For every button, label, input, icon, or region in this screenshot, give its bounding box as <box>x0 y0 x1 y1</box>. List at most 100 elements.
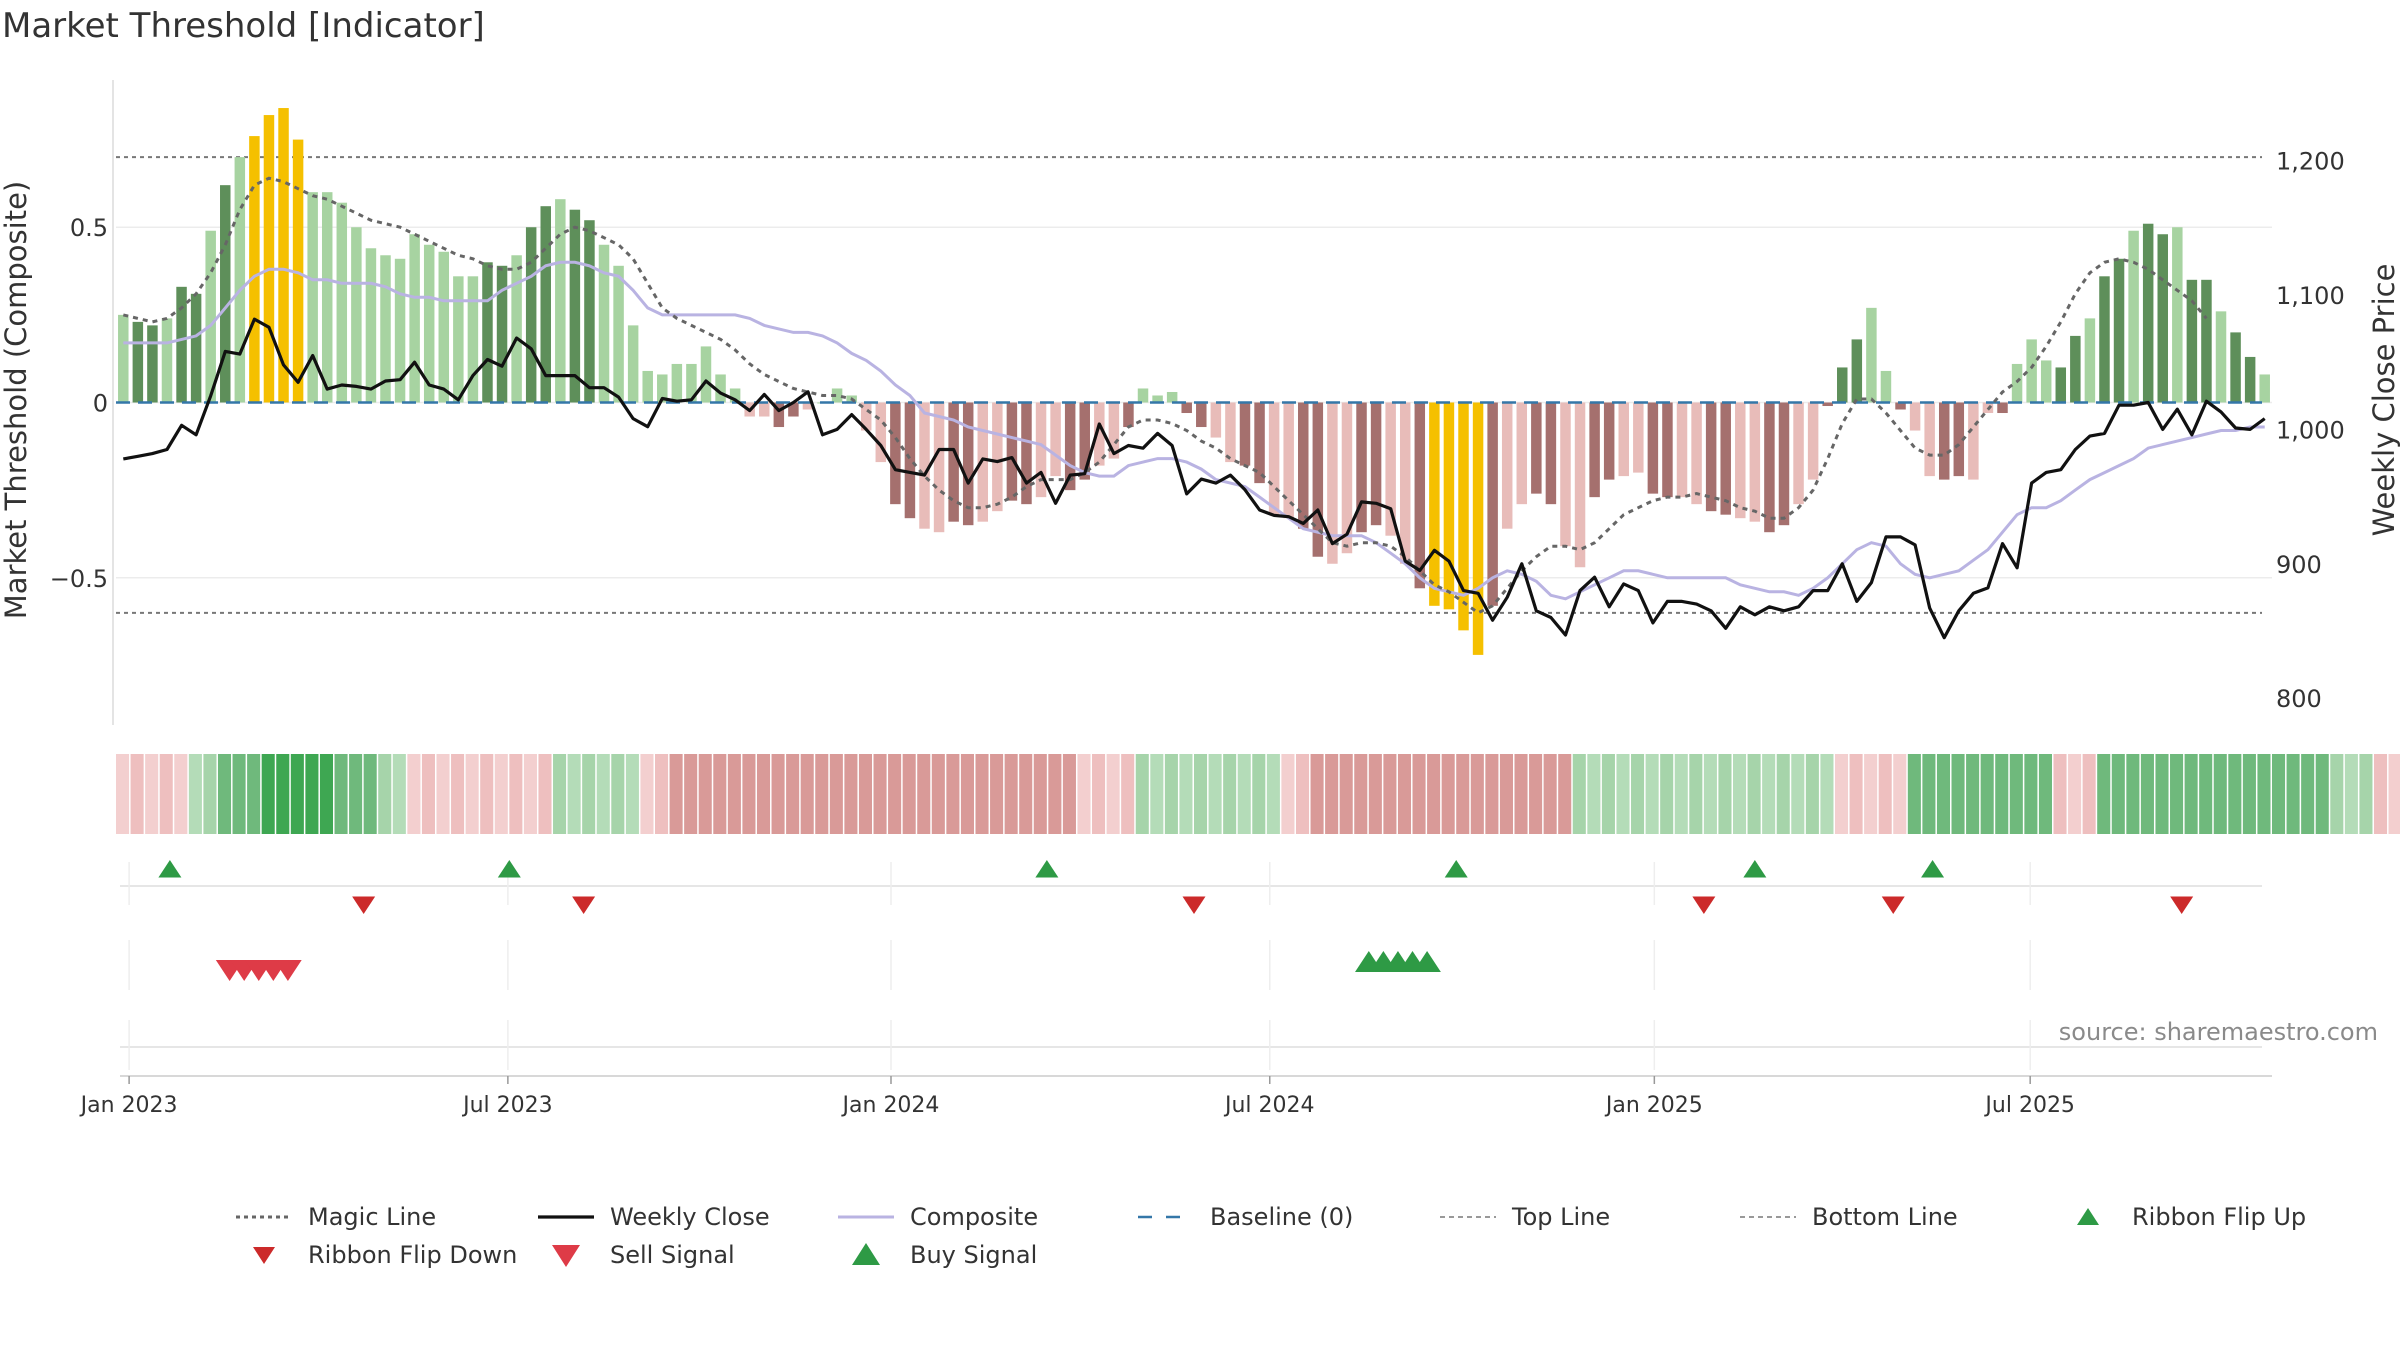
legend-item: Composite <box>838 1203 1038 1231</box>
composite-bar <box>671 363 683 403</box>
ribbon-cell <box>858 754 873 834</box>
composite-bar <box>1312 402 1324 557</box>
ribbon-flip-up-marker <box>1035 860 1059 878</box>
composite-bar <box>1676 402 1688 498</box>
composite-bar <box>1298 402 1309 529</box>
composite-bar <box>1822 402 1833 407</box>
y-tick-right: 900 <box>2276 551 2322 579</box>
composite-bar <box>511 255 522 403</box>
composite-bar <box>351 227 362 403</box>
ribbon-cell <box>174 754 188 834</box>
composite-bar <box>1705 402 1717 512</box>
legend-swatch-flip-down <box>253 1247 275 1264</box>
ribbon-cell <box>2213 754 2227 834</box>
composite-bar <box>190 293 202 403</box>
x-tick-label: Jul 2023 <box>461 1093 553 1118</box>
ribbon-cell <box>1572 754 1586 834</box>
composite-bar <box>365 248 377 403</box>
composite-bar <box>1924 402 1935 477</box>
legend-label: Top Line <box>1511 1203 1610 1231</box>
composite-bar <box>118 314 129 403</box>
ribbon-cell <box>2184 754 2198 834</box>
ribbon-cell <box>684 754 698 834</box>
composite-bar <box>1618 402 1629 477</box>
ribbon-cell <box>407 754 421 834</box>
ribbon-cell <box>2038 754 2052 834</box>
composite-bar <box>1880 370 1892 403</box>
legend-swatch-sell <box>552 1245 580 1267</box>
ribbon-cell <box>1893 754 1907 834</box>
composite-bar <box>1399 402 1411 564</box>
composite-bar <box>540 206 551 403</box>
ribbon-cell <box>625 754 639 834</box>
ribbon-cell <box>1703 754 1717 834</box>
ribbon-cell <box>2242 754 2256 834</box>
composite-bar <box>1021 402 1032 505</box>
ribbon-cell <box>1733 754 1747 834</box>
composite-bar <box>627 325 639 403</box>
ribbon-cell <box>2344 754 2358 834</box>
composite-bar <box>2128 230 2139 403</box>
composite-bar <box>992 402 1003 512</box>
ribbon-cell <box>931 754 945 834</box>
ribbon-flip-down-marker <box>2170 896 2194 914</box>
buy-signal-marker <box>1413 951 1441 972</box>
composite-bar <box>1574 402 1586 568</box>
ribbon-cell <box>1864 754 1878 834</box>
ribbon-cell <box>451 754 465 834</box>
legend-label: Sell Signal <box>610 1241 735 1269</box>
composite-bar <box>1778 402 1790 526</box>
composite-bar <box>1370 402 1382 526</box>
ribbon-cell <box>815 754 829 834</box>
composite-bar <box>1589 402 1600 498</box>
ribbon-cell <box>1689 754 1703 834</box>
y-axis-right-label: Weekly Close Price <box>2367 264 2400 537</box>
ribbon-cell <box>582 754 596 834</box>
ribbon-cell <box>1412 754 1426 834</box>
composite-bar <box>234 157 246 403</box>
composite-bar <box>278 108 289 403</box>
composite-bar <box>1516 402 1528 505</box>
ribbon-cell <box>2053 754 2067 834</box>
magic-line <box>122 176 2208 615</box>
ribbon-cell <box>1062 754 1076 834</box>
composite-bar <box>2011 363 2023 403</box>
composite-bar <box>467 276 479 403</box>
ribbon-cell <box>1995 754 2009 834</box>
composite-bar <box>1487 402 1498 606</box>
ribbon-cell <box>698 754 712 834</box>
ribbon-cell <box>975 754 989 834</box>
composite-bar <box>2172 227 2183 403</box>
ribbon-cell <box>1645 754 1659 834</box>
composite-bar <box>1764 402 1775 533</box>
composite-bar <box>1560 402 1571 547</box>
ribbon-cell <box>494 754 508 834</box>
ribbon-cell <box>1150 754 1164 834</box>
ribbon-cell <box>1762 754 1776 834</box>
x-tick-label: Jan 2024 <box>841 1093 940 1118</box>
ribbon-cell <box>1383 754 1397 834</box>
legend-item: Ribbon Flip Up <box>2077 1203 2306 1231</box>
ribbon-cell <box>2272 754 2286 834</box>
ribbon-cell <box>1179 754 1193 834</box>
composite-bar <box>1837 367 1848 403</box>
ribbon-cell <box>217 754 232 834</box>
ribbon-cell <box>465 754 479 834</box>
composite-bar <box>584 220 595 403</box>
legend-item: Baseline (0) <box>1138 1203 1353 1231</box>
ribbon-cell <box>844 754 858 834</box>
ribbon-cell <box>946 754 960 834</box>
composite-bar <box>249 136 260 403</box>
ribbon-cell <box>2388 754 2400 834</box>
ribbon-cell <box>1674 754 1688 834</box>
ribbon-cell <box>1543 754 1557 834</box>
composite-bar <box>1443 402 1455 610</box>
ribbon-cell <box>1368 754 1382 834</box>
composite-bar <box>2113 258 2125 403</box>
source-note: source: sharemaestro.com <box>2059 1018 2378 1046</box>
composite-bar <box>875 402 887 463</box>
ribbon-cell <box>116 754 130 834</box>
x-tick-label: Jul 2025 <box>1983 1093 2075 1118</box>
ribbon-cell <box>1135 754 1149 834</box>
